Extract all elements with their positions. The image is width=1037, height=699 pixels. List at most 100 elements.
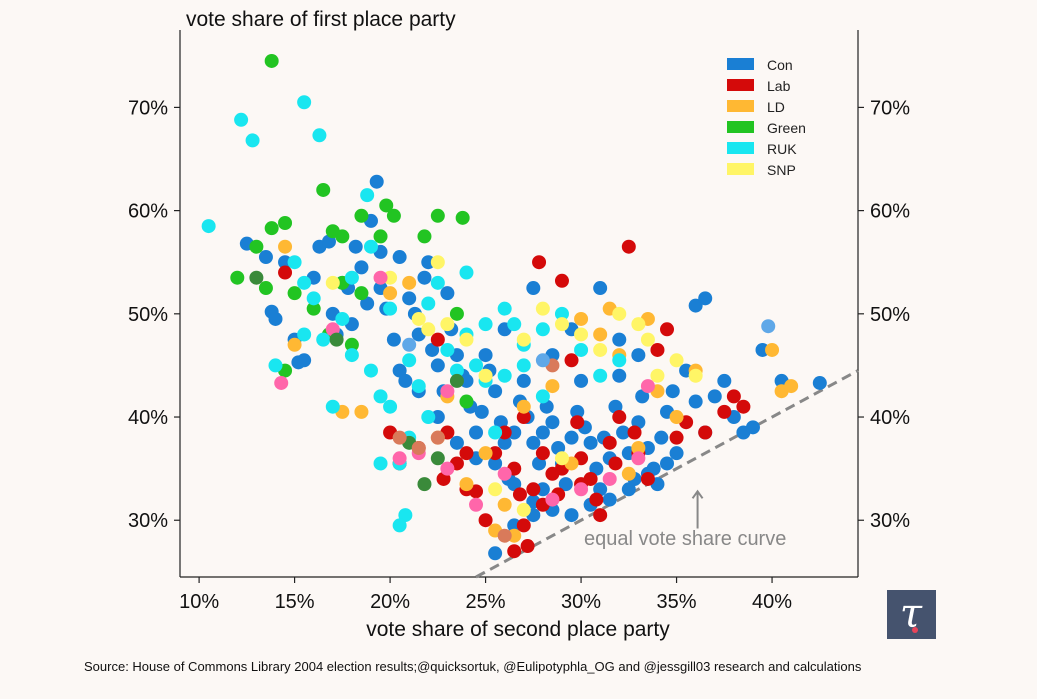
point-ld [765,342,780,357]
point-green [379,198,394,213]
point-ruk [201,219,216,234]
point-ruk [411,379,426,394]
point-con [688,298,703,313]
legend: Con Lab LD Green RUK SNP [727,57,806,178]
point-ruk [402,353,417,368]
point-green [306,301,321,316]
legend-label: RUK [767,141,797,157]
point-green [264,53,279,68]
point-con [564,508,579,523]
point-ruk [306,291,321,306]
point-other-7 [417,477,432,492]
point-lab [532,255,547,270]
logo-background [887,590,936,639]
legend-label: Green [767,120,806,136]
point-con [616,425,631,440]
point-ruk [507,317,522,332]
point-lab [669,430,684,445]
legend-swatch [727,58,754,70]
x-tick-label: 20% [370,591,410,613]
point-ruk [449,363,464,378]
point-con [717,373,732,388]
point-ruk [392,518,407,533]
point-ld [459,477,474,492]
point-lab [602,435,617,450]
point-con [612,332,627,347]
y-tick-label-left: 40% [128,407,168,429]
point-snp [631,317,646,332]
point-lab [278,265,293,280]
point-other-8 [411,440,426,455]
point-con [621,482,636,497]
point-lab [736,399,751,414]
legend-swatch [727,142,754,154]
point-con [392,250,407,265]
point-ld [278,239,293,254]
point-con [688,394,703,409]
point-ruk [268,358,283,373]
point-ruk [325,399,340,414]
point-ruk [535,389,550,404]
legend-label: LD [767,99,785,115]
x-tick-label: 40% [752,591,792,613]
x-tick-label: 30% [561,591,601,613]
point-other-6 [440,461,455,476]
point-con [478,348,493,363]
point-ruk [421,296,436,311]
point-ld [631,440,646,455]
point-green [230,270,245,285]
point-ruk [297,275,312,290]
point-con [612,368,627,383]
point-lab [570,415,585,430]
point-snp [612,306,627,321]
point-snp [574,327,589,342]
point-other-6 [574,482,589,497]
point-ruk [383,399,398,414]
point-green [249,239,264,254]
point-snp [554,451,569,466]
point-lab [478,513,493,528]
point-ruk [234,112,249,127]
point-lab [526,482,541,497]
point-con [589,461,604,476]
point-snp [478,368,493,383]
y-tick-label-right: 30% [870,510,910,532]
annotation: equal vote share curve [584,489,786,550]
point-ruk [383,301,398,316]
point-ruk [245,133,260,148]
point-other-6 [497,466,512,481]
point-ld [354,404,369,419]
point-con [360,296,375,311]
point-other-6 [631,451,646,466]
point-ruk [574,342,589,357]
point-green [459,394,474,409]
point-lab [627,425,642,440]
y-tick-label-left: 60% [128,201,168,223]
point-other-6 [440,384,455,399]
point-green [316,182,331,197]
legend-swatch [727,79,754,91]
point-green [455,210,470,225]
point-snp [430,255,445,270]
point-other-9 [402,337,417,352]
point-green [417,229,432,244]
point-other-7 [249,270,264,285]
point-green [386,208,401,223]
point-ruk [360,188,375,203]
point-lab [507,544,522,559]
legend-label: Con [767,57,793,73]
point-snp [593,342,608,357]
legend-swatch [727,100,754,112]
point-other-6 [392,451,407,466]
point-lab [589,492,604,507]
point-con [526,435,541,450]
point-snp [421,322,436,337]
point-other-9 [761,319,776,334]
point-green [258,281,273,296]
point-con [526,281,541,296]
point-other-7 [430,451,445,466]
y-tick-label-right: 70% [870,97,910,119]
point-con [488,384,503,399]
point-con [564,430,579,445]
